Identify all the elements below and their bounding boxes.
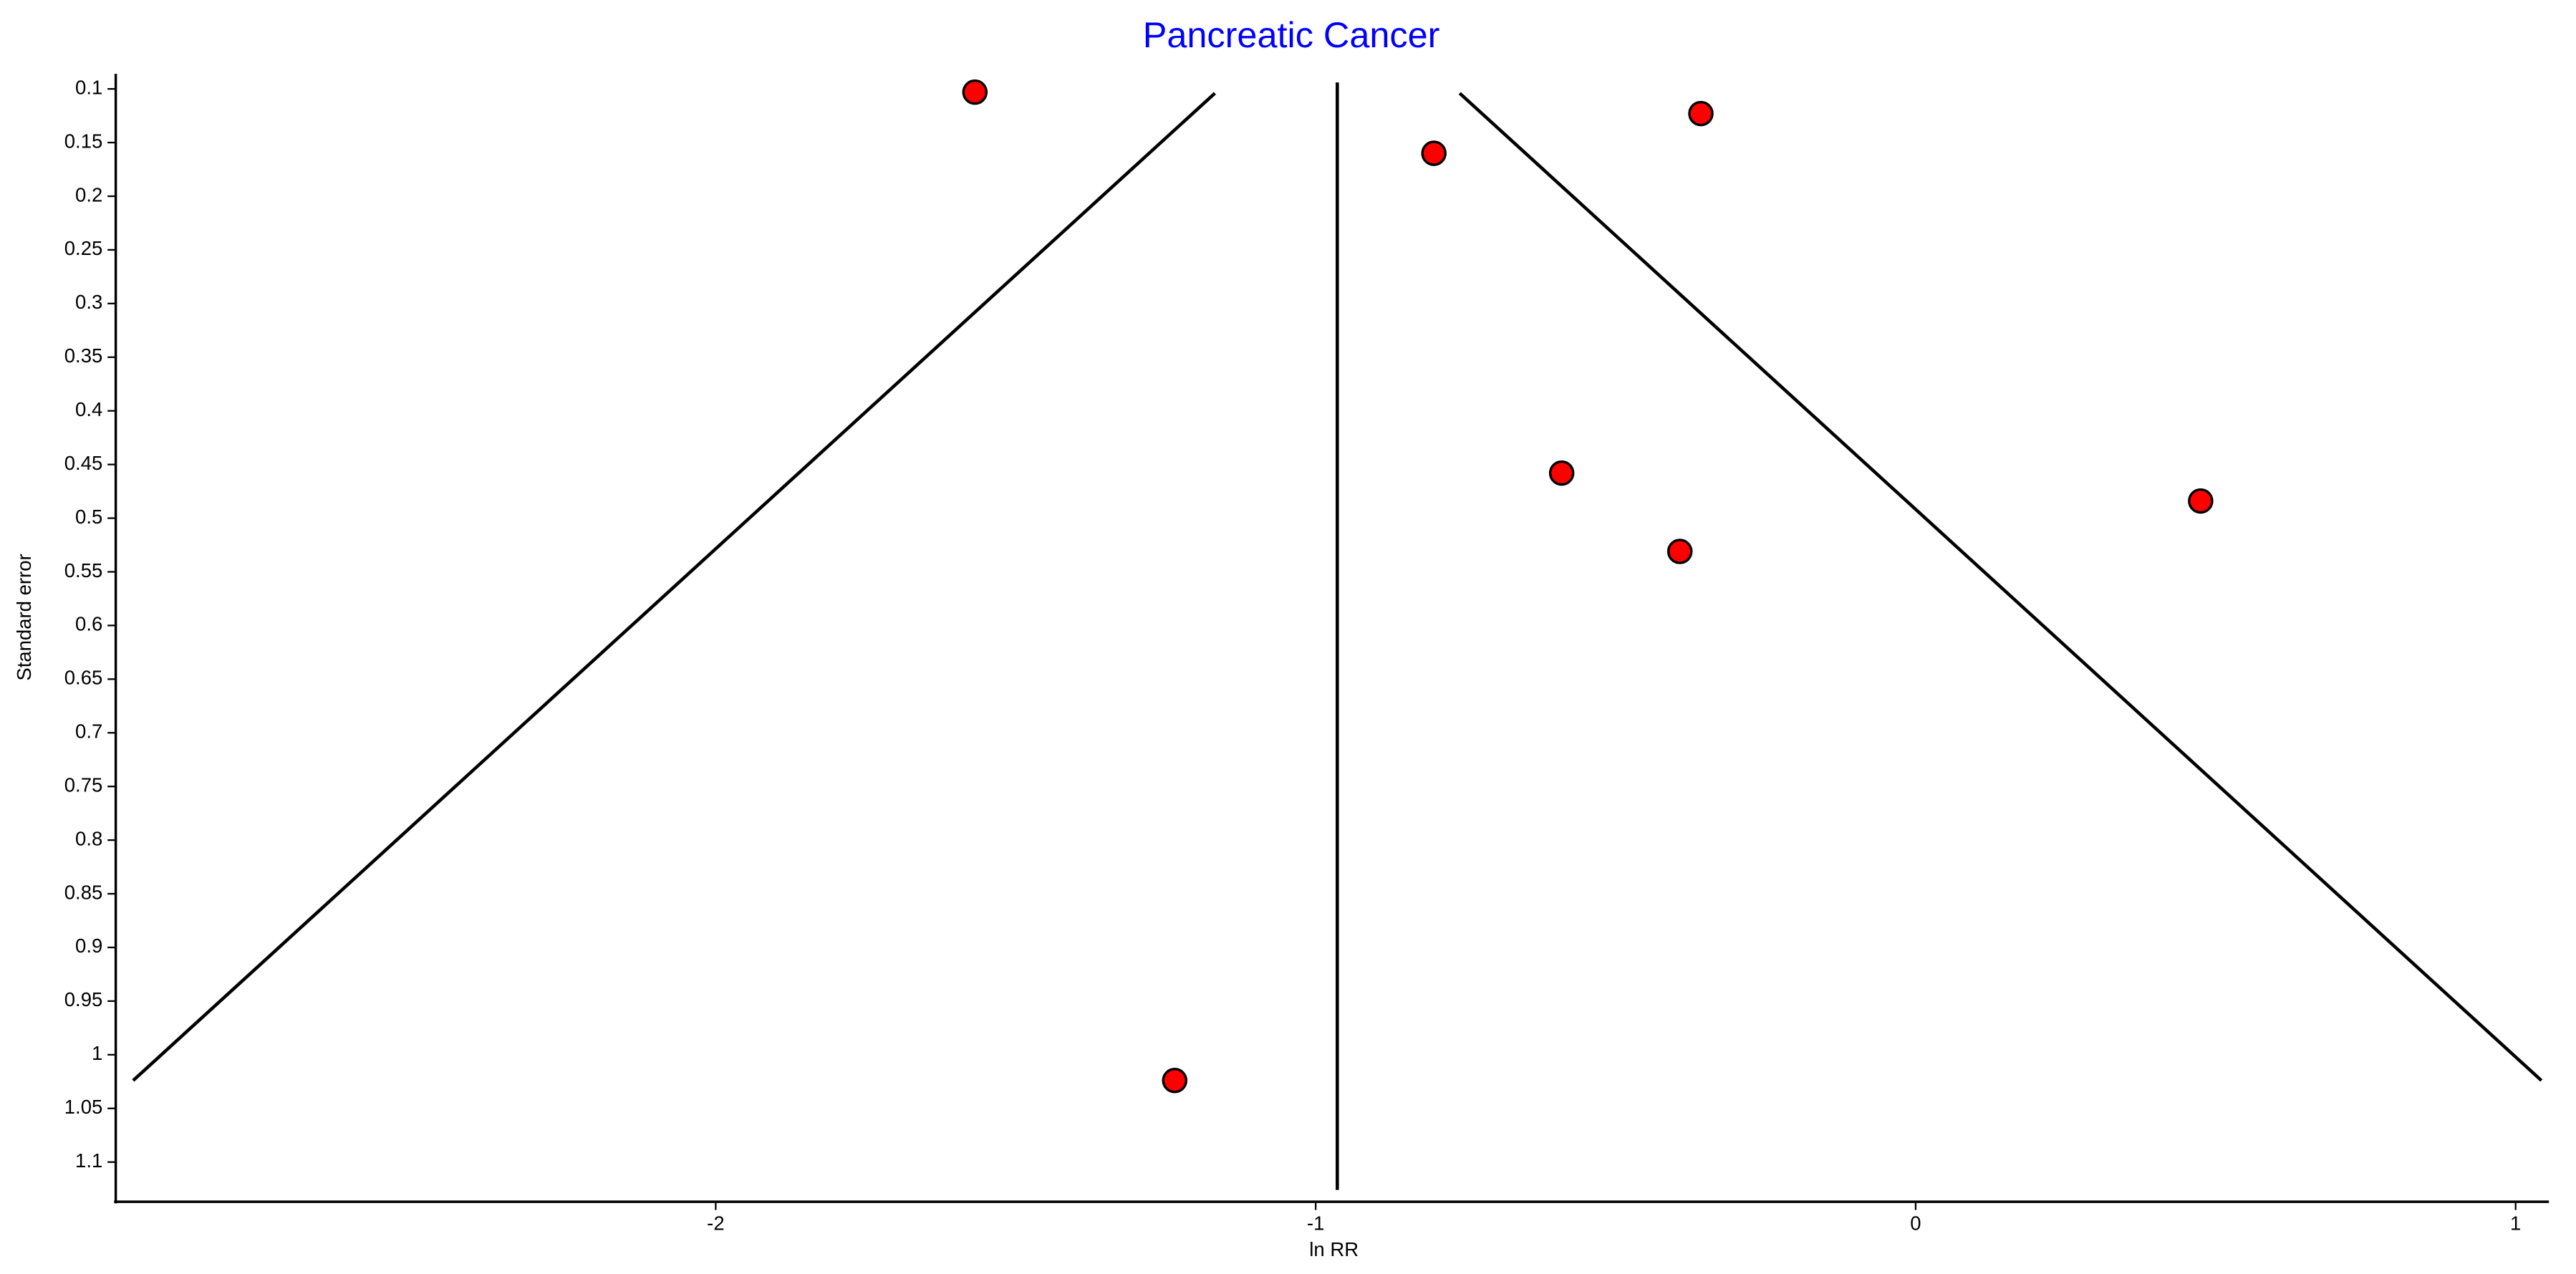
y-tick-label: 0.75 xyxy=(64,773,103,796)
y-tick-label: 1.05 xyxy=(64,1096,103,1118)
y-tick-label: 0.8 xyxy=(75,827,102,849)
y-tick-label: 0.3 xyxy=(75,291,102,313)
funnel-line xyxy=(132,92,1216,1082)
x-tick-label: -2 xyxy=(707,1212,724,1234)
y-axis-label: Standard error xyxy=(13,554,35,680)
y-tick-label: 0.15 xyxy=(64,130,103,152)
point xyxy=(1666,539,1693,564)
y-tick-label: 0.2 xyxy=(75,183,102,206)
point xyxy=(1688,100,1714,127)
y-tick-label: 0.95 xyxy=(64,988,103,1010)
y-tick-label: 0.6 xyxy=(75,613,102,635)
x-axis-label: ln RR xyxy=(1309,1238,1359,1260)
chart-title: Pancreatic Cancer xyxy=(1143,14,1440,55)
point xyxy=(962,79,988,105)
y-tick-label: 0.7 xyxy=(75,720,102,743)
y-tick-label: 1 xyxy=(92,1042,102,1064)
x-tick-label: -1 xyxy=(1307,1212,1324,1234)
y-tick-label: 0.85 xyxy=(64,881,103,903)
y-tick-label: 0.25 xyxy=(64,237,103,259)
funnel-line xyxy=(1458,92,2543,1082)
y-tick-label: 0.65 xyxy=(64,667,103,689)
x-tick-label: 0 xyxy=(1910,1212,1921,1234)
point xyxy=(2188,488,2214,514)
x-tick-label: 1 xyxy=(2510,1212,2521,1234)
y-tick-label: 1.1 xyxy=(75,1149,102,1172)
y-tick-label: 0.55 xyxy=(64,559,103,581)
y-tick-label: 0.35 xyxy=(64,344,103,367)
y-tick-label: 0.45 xyxy=(64,452,103,474)
y-tick-label: 0.9 xyxy=(75,935,102,957)
point xyxy=(1421,140,1447,166)
y-tick-label: 0.4 xyxy=(75,398,102,420)
point xyxy=(1162,1068,1188,1094)
y-tick-label: 0.1 xyxy=(75,76,102,98)
point xyxy=(1548,460,1575,486)
y-tick-label: 0.5 xyxy=(75,506,102,528)
